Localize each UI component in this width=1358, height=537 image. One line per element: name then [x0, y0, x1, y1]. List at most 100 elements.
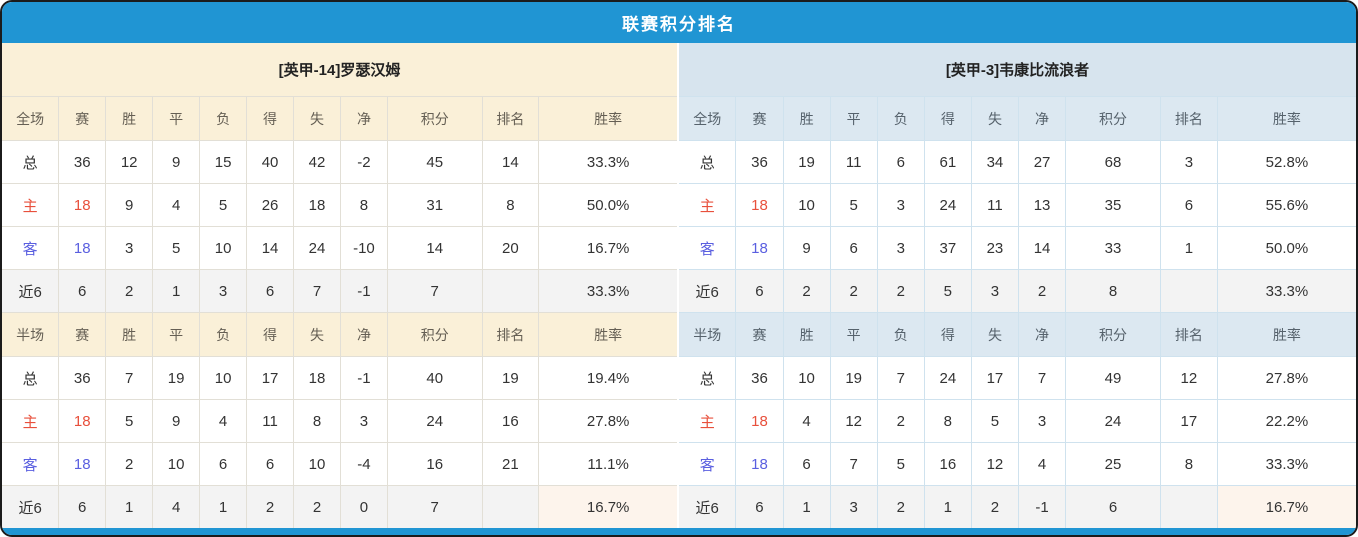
- column-header: 胜率: [1216, 96, 1356, 141]
- column-header: 排名: [481, 96, 540, 141]
- row-label: 总: [2, 356, 60, 400]
- stat-cell: 33.3%: [1216, 269, 1356, 313]
- column-header: 胜: [105, 312, 154, 357]
- column-header: 失: [293, 312, 341, 357]
- stat-cell: 61: [923, 140, 972, 184]
- stat-cell: 3: [1159, 140, 1218, 184]
- panel-away-team: [英甲-3]韦康比流浪者 全场赛胜平负得失净积分 排名 胜率总 36 19 11 6 61 34…: [678, 43, 1356, 529]
- column-header: 失: [970, 96, 1019, 141]
- row-label: 主: [2, 183, 60, 227]
- stat-cell: 18: [735, 226, 784, 270]
- stats-row: 总 36 12 9 15 40 42 -2 45 14 33.3%: [2, 140, 678, 184]
- column-header: 胜: [105, 96, 154, 141]
- stat-cell: -1: [339, 356, 388, 400]
- column-header: 排名: [481, 312, 540, 357]
- stats-row: 近6 6 2 1 3 6 7 -1 7 33.3%: [2, 269, 678, 313]
- stat-cell: 6: [876, 140, 925, 184]
- stat-cell: 24: [923, 183, 972, 227]
- section-label: 全场: [2, 96, 60, 141]
- column-header: 得: [923, 312, 972, 357]
- stat-cell: 8: [923, 399, 972, 443]
- stat-cell: 27: [1017, 140, 1067, 184]
- stat-cell: 6: [1159, 183, 1218, 227]
- stat-cell: 2: [876, 269, 925, 313]
- stat-cell: 14: [1017, 226, 1067, 270]
- stat-cell: 49: [1065, 356, 1161, 400]
- stat-cell: 15: [199, 140, 248, 184]
- stat-cell: 3: [339, 399, 388, 443]
- stat-cell: 5: [199, 183, 248, 227]
- stat-cell: 10: [293, 442, 341, 486]
- row-label: 主: [2, 399, 60, 443]
- stat-cell: 9: [152, 399, 201, 443]
- stat-cell: 45: [386, 140, 483, 184]
- stat-cell: 33.3%: [538, 269, 678, 313]
- stat-cell: 7: [876, 356, 925, 400]
- stat-cell: 24: [386, 399, 483, 443]
- stat-cell: 36: [58, 356, 107, 400]
- stat-cell: 17: [1159, 399, 1218, 443]
- stat-cell: 7: [829, 442, 878, 486]
- stat-cell: 3: [105, 226, 154, 270]
- column-header: 排名: [1159, 312, 1218, 357]
- column-header: 平: [829, 96, 878, 141]
- stat-cell: 3: [970, 269, 1019, 313]
- stat-cell: 2: [105, 269, 154, 313]
- stat-cell: 5: [970, 399, 1019, 443]
- row-label: 近6: [2, 269, 60, 313]
- stats-row: 客 18 3 5 10 14 24 -10 14 20 16.7%: [2, 226, 678, 270]
- away-team-stats-table: 全场赛胜平负得失净积分 排名 胜率总 36 19 11 6 61 34 27 68 3 52.8% 主 18…: [678, 96, 1356, 529]
- stats-row: 客 18 2 10 6 6 10 -4 16 21 11.1%: [2, 442, 678, 486]
- stats-row: 客 18 6 7 5 16 12 4 25 8 33.3%: [678, 442, 1356, 486]
- stat-cell: 33.3%: [1216, 442, 1356, 486]
- stat-cell: -2: [339, 140, 388, 184]
- stat-cell: 19.4%: [538, 356, 678, 400]
- stat-cell: 8: [1159, 442, 1218, 486]
- bottom-accent-bar: [2, 528, 1356, 535]
- stat-cell: 3: [876, 226, 925, 270]
- column-header: 平: [152, 96, 201, 141]
- stat-cell: 12: [105, 140, 154, 184]
- away-team-name: [英甲-3]韦康比流浪者: [679, 43, 1356, 97]
- stat-cell: 12: [829, 399, 878, 443]
- stat-cell: 8: [293, 399, 341, 443]
- stat-cell: 3: [1017, 399, 1067, 443]
- section-header-row: 全场赛胜平负得失净积分 排名 胜率: [2, 96, 678, 141]
- stats-row: 总 36 10 19 7 24 17 7 49 12 27.8%: [678, 356, 1356, 400]
- stat-cell: 5: [923, 269, 972, 313]
- stat-cell: 19: [829, 356, 878, 400]
- home-team-name: [英甲-14]罗瑟汉姆: [2, 43, 677, 97]
- column-header: 净: [1017, 96, 1067, 141]
- row-label: 总: [678, 356, 737, 400]
- stat-cell: 8: [1065, 269, 1161, 313]
- stat-cell: 20: [481, 226, 540, 270]
- stat-cell: 2: [829, 269, 878, 313]
- stat-cell: 4: [152, 183, 201, 227]
- stat-cell: 18: [735, 183, 784, 227]
- stat-cell: 18: [735, 442, 784, 486]
- column-header: 积分: [386, 312, 483, 357]
- stat-cell: 9: [152, 140, 201, 184]
- team-panels: [英甲-14]罗瑟汉姆 全场赛胜平负得失净积分 排名 胜率总 36 12 9 15 40 42-…: [2, 43, 1356, 529]
- stat-cell: 2: [876, 399, 925, 443]
- stat-cell: 6: [829, 226, 878, 270]
- stat-cell: 35: [1065, 183, 1161, 227]
- stat-cell: 21: [481, 442, 540, 486]
- stat-cell: 1: [152, 269, 201, 313]
- stat-cell: 52.8%: [1216, 140, 1356, 184]
- stat-cell: 11: [246, 399, 295, 443]
- stat-cell: 27.8%: [538, 399, 678, 443]
- stat-cell: 7: [1017, 356, 1067, 400]
- stat-cell: 55.6%: [1216, 183, 1356, 227]
- stat-cell: 8: [481, 183, 540, 227]
- row-label: 客: [2, 226, 60, 270]
- column-header: 负: [876, 96, 925, 141]
- stat-cell: 40: [246, 140, 295, 184]
- column-header: 平: [829, 312, 878, 357]
- column-header: 赛: [735, 312, 784, 357]
- column-header: 失: [293, 96, 341, 141]
- stat-cell: 31: [386, 183, 483, 227]
- stat-cell: 6: [246, 269, 295, 313]
- stat-cell: 10: [782, 183, 831, 227]
- column-header: 赛: [58, 96, 107, 141]
